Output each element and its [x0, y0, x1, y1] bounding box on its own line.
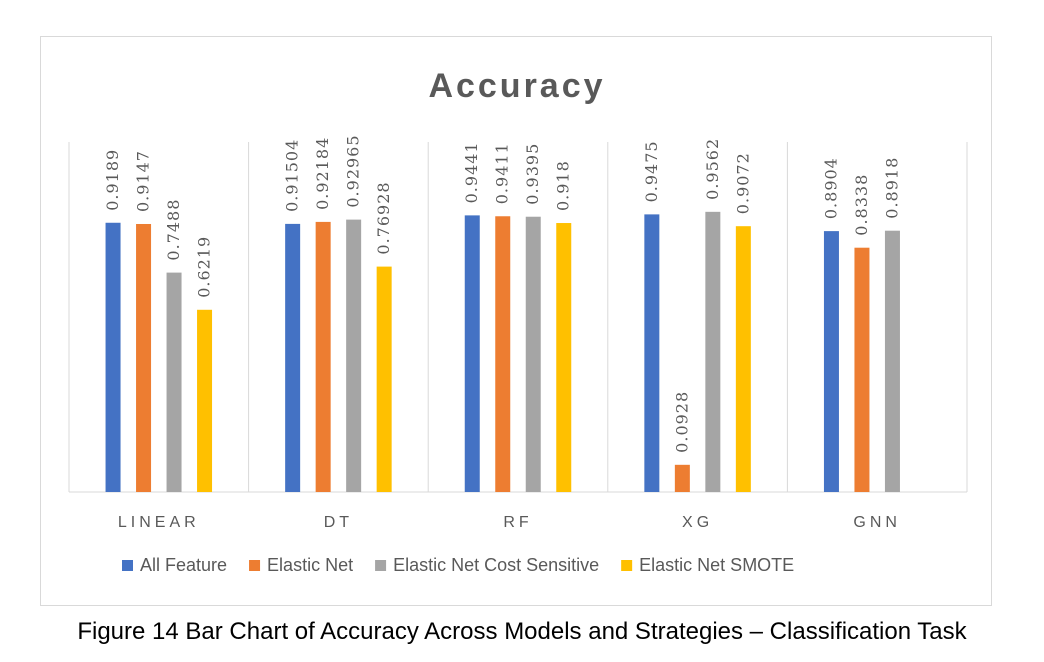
bar	[674, 464, 690, 492]
data-label: 0.9562	[703, 138, 722, 200]
x-tick-label: RF	[503, 514, 532, 531]
data-label: 0.9395	[523, 143, 542, 205]
bar	[346, 219, 362, 492]
chart-title: Accuracy	[428, 67, 605, 105]
legend-entry: All Feature	[140, 555, 227, 575]
legend-entry: Elastic Net	[267, 555, 353, 575]
bar	[644, 214, 660, 492]
data-label: 0.6219	[195, 236, 214, 298]
data-label: 0.92184	[313, 137, 332, 210]
data-label: 0.9072	[733, 152, 752, 214]
data-label: 0.918	[554, 160, 573, 211]
data-label: 0.91504	[283, 139, 302, 212]
bar	[705, 211, 721, 492]
bar	[735, 226, 751, 492]
data-label: 0.0928	[672, 391, 691, 453]
bar	[854, 247, 870, 492]
data-label: 0.9411	[493, 142, 512, 204]
legend-entry: Elastic Net SMOTE	[639, 555, 794, 575]
bar	[495, 216, 511, 493]
figure-caption: Figure 14 Bar Chart of Accuracy Across M…	[77, 618, 967, 645]
legend-entry: Elastic Net Cost Sensitive	[393, 555, 599, 575]
bar	[285, 223, 301, 492]
x-tick-label: DT	[324, 514, 353, 531]
x-tick-label: GNN	[853, 514, 901, 531]
bar	[166, 272, 182, 492]
data-label: 0.8918	[882, 157, 901, 219]
x-tick-label: XG	[682, 514, 713, 531]
legend-swatch	[249, 560, 261, 571]
data-label: 0.92965	[344, 134, 363, 207]
bar	[376, 266, 392, 492]
data-label: 0.7488	[164, 199, 183, 261]
data-label: 0.9189	[103, 149, 122, 211]
data-label: 0.9147	[134, 150, 153, 212]
bar-chart: Accuracy 0.9189 0.9147 0.7488 0.6219 LINEAR 0.…	[68, 67, 968, 575]
legend-swatch	[122, 560, 133, 571]
bar	[556, 223, 572, 492]
bar	[464, 215, 480, 492]
legend-swatch	[375, 560, 387, 571]
bar	[525, 216, 541, 492]
data-label: 0.9441	[462, 141, 481, 203]
bar	[884, 230, 900, 492]
x-tick-label: LINEAR	[118, 514, 200, 531]
bar	[136, 223, 152, 492]
data-label: 0.9475	[642, 140, 661, 202]
bar	[823, 231, 839, 492]
bar	[105, 222, 121, 492]
chart-area: Accuracy 0.9189 0.9147 0.7488 0.6219 LINEAR 0.…	[40, 36, 992, 606]
data-label: 0.8338	[852, 174, 871, 236]
legend-swatch	[621, 560, 633, 571]
data-label: 0.8904	[821, 157, 840, 219]
bar	[197, 309, 213, 492]
bar	[315, 221, 331, 492]
data-label: 0.76928	[374, 181, 393, 254]
